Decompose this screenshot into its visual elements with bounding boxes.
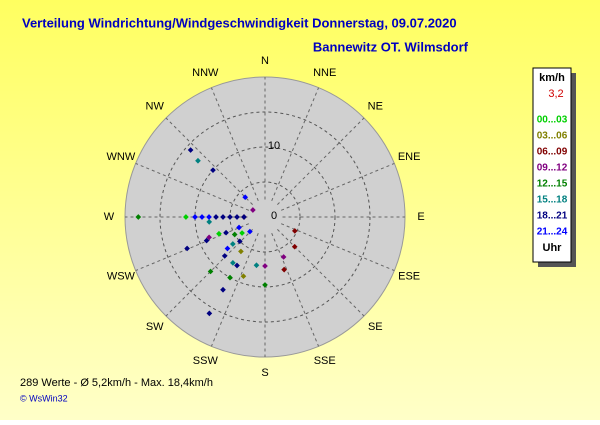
data-point bbox=[239, 230, 245, 236]
grid-ring bbox=[159, 111, 371, 323]
data-point bbox=[187, 147, 194, 153]
data-point bbox=[195, 157, 201, 164]
data-point bbox=[220, 286, 226, 293]
data-point bbox=[230, 260, 236, 266]
legend-box bbox=[532, 67, 572, 263]
data-point bbox=[291, 228, 298, 234]
data-point bbox=[253, 262, 260, 269]
legend-entry: 03...06 bbox=[537, 131, 568, 142]
data-point bbox=[206, 219, 213, 225]
data-point bbox=[210, 167, 216, 173]
data-point bbox=[280, 254, 287, 260]
data-point bbox=[216, 230, 222, 237]
data-point bbox=[236, 238, 243, 245]
legend-entry: 15...18 bbox=[537, 195, 568, 206]
spoke bbox=[210, 87, 259, 202]
data-point bbox=[238, 248, 244, 255]
data-point bbox=[213, 214, 219, 220]
direction-label: W bbox=[104, 211, 115, 223]
direction-label: NW bbox=[146, 101, 165, 113]
data-point bbox=[220, 214, 226, 220]
data-point bbox=[262, 263, 268, 269]
legend-entry: 09...12 bbox=[537, 163, 568, 174]
data-point bbox=[192, 214, 198, 220]
spoke bbox=[280, 223, 395, 272]
direction-label: NE bbox=[368, 101, 383, 113]
direction-label: WNW bbox=[107, 151, 136, 163]
data-point bbox=[207, 268, 214, 275]
data-point bbox=[229, 241, 236, 247]
chart-subtitle: Bannewitz OT. Wilmsdorf bbox=[313, 39, 469, 54]
direction-label: ESE bbox=[398, 271, 420, 283]
copyright: © WsWin32 bbox=[20, 393, 68, 403]
data-point bbox=[223, 229, 229, 236]
data-point bbox=[227, 214, 233, 220]
spoke bbox=[277, 117, 365, 205]
data-point bbox=[240, 273, 247, 280]
data-point bbox=[234, 214, 240, 220]
legend-entry: 21...24 bbox=[537, 227, 568, 238]
direction-label: SSE bbox=[314, 355, 336, 367]
data-point bbox=[206, 214, 212, 220]
direction-label: S bbox=[261, 367, 268, 379]
legend-entry: 06...09 bbox=[537, 147, 568, 158]
legend-entry: 12...15 bbox=[537, 179, 568, 190]
footer: 289 Werte - Ø 5,2km/h - Max. 18,4km/h bbox=[20, 377, 213, 389]
data-point bbox=[221, 253, 228, 259]
data-point bbox=[281, 266, 287, 273]
legend-title: km/h bbox=[539, 72, 565, 84]
direction-label: NNE bbox=[313, 67, 336, 79]
spoke bbox=[271, 232, 320, 347]
direction-label: WSW bbox=[107, 271, 136, 283]
data-point bbox=[241, 214, 247, 220]
data-point bbox=[199, 214, 205, 220]
data-point bbox=[231, 231, 238, 238]
data-point bbox=[291, 243, 298, 250]
data-point bbox=[183, 214, 189, 220]
data-point bbox=[247, 228, 253, 235]
data-point bbox=[242, 194, 249, 201]
spoke bbox=[280, 162, 395, 211]
spoke bbox=[277, 229, 365, 317]
data-point bbox=[203, 237, 210, 244]
spoke bbox=[165, 117, 253, 205]
data-point bbox=[234, 262, 240, 269]
data-point bbox=[236, 224, 242, 231]
data-point bbox=[206, 310, 213, 317]
data-point bbox=[224, 245, 231, 252]
direction-label: E bbox=[417, 211, 424, 223]
data-point bbox=[227, 274, 233, 281]
spoke bbox=[271, 87, 320, 202]
data-point bbox=[184, 245, 190, 252]
direction-label: SE bbox=[368, 321, 383, 333]
direction-label: ENE bbox=[398, 151, 421, 163]
chart-title: Verteilung Windrichtung/Windgeschwindigk… bbox=[22, 15, 457, 30]
direction-label: SW bbox=[146, 321, 164, 333]
direction-label: SSW bbox=[193, 355, 219, 367]
spoke bbox=[210, 232, 259, 347]
legend-entry: 18...21 bbox=[537, 211, 568, 222]
spoke bbox=[135, 162, 250, 211]
direction-label: NNW bbox=[192, 67, 219, 79]
legend-footer: Uhr bbox=[543, 242, 563, 254]
data-point bbox=[250, 207, 256, 213]
data-point bbox=[206, 234, 212, 241]
data-point bbox=[135, 214, 142, 220]
data-point bbox=[262, 282, 268, 288]
legend-entry: 00...03 bbox=[537, 115, 568, 126]
r-tick-label: 10 bbox=[268, 140, 280, 152]
r-tick-label: 0 bbox=[271, 210, 277, 222]
spoke bbox=[135, 223, 250, 272]
direction-label: N bbox=[261, 55, 269, 67]
current-value: 3,2 bbox=[548, 88, 563, 100]
